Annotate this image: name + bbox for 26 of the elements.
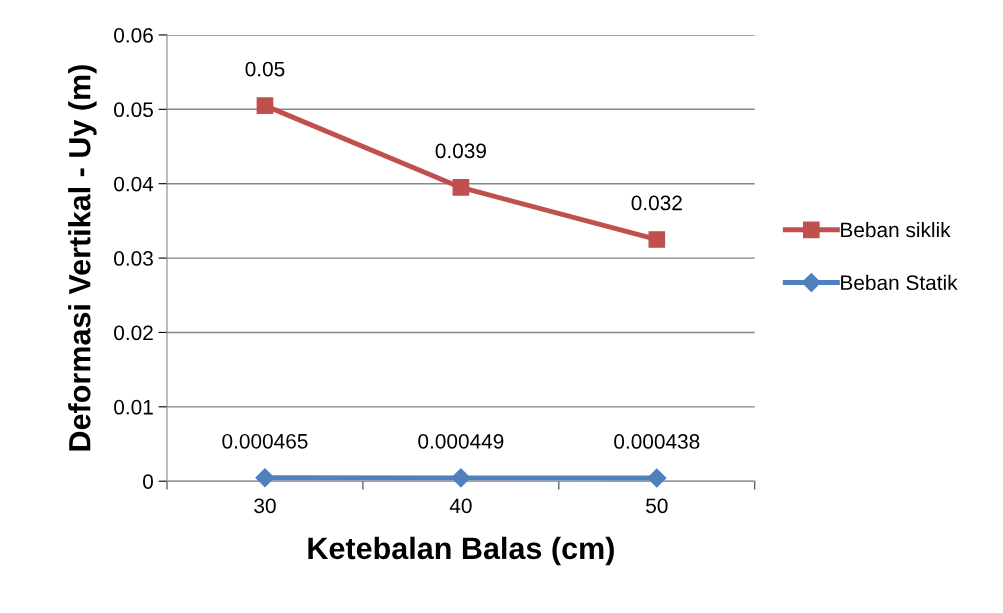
legend-label: Beban siklik bbox=[841, 221, 951, 238]
y-tick-label: 0.04 bbox=[114, 176, 154, 192]
y-tick-label: 0.05 bbox=[114, 102, 153, 118]
y-tick-label: 0 bbox=[143, 474, 153, 489]
data-label: 0.039 bbox=[435, 143, 486, 159]
y-tick-label: 0.06 bbox=[114, 27, 153, 43]
data-label: 0.032 bbox=[631, 195, 682, 211]
x-axis-title: Ketebalan Balas (cm) bbox=[308, 536, 614, 566]
x-tick-label: 50 bbox=[646, 498, 668, 514]
point bbox=[648, 231, 666, 248]
point bbox=[256, 97, 274, 114]
point bbox=[452, 179, 470, 196]
data-label: 0.000438 bbox=[614, 434, 700, 449]
point bbox=[647, 468, 667, 488]
data-label: 0.000449 bbox=[418, 434, 504, 449]
point bbox=[451, 468, 471, 488]
y-tick-label: 0.02 bbox=[114, 325, 153, 341]
point bbox=[255, 468, 275, 488]
y-tick-label: 0.01 bbox=[114, 399, 153, 415]
legend-label: Beban Statik bbox=[841, 274, 958, 291]
x-tick-label: 30 bbox=[254, 498, 276, 514]
y-tick-label: 0.03 bbox=[114, 251, 153, 266]
data-label: 0.000465 bbox=[222, 433, 308, 449]
x-tick-label: 40 bbox=[449, 498, 472, 514]
y-axis-title: Deformasi Vertikal - Uy (m) bbox=[68, 65, 97, 451]
data-label: 0.05 bbox=[245, 61, 285, 77]
